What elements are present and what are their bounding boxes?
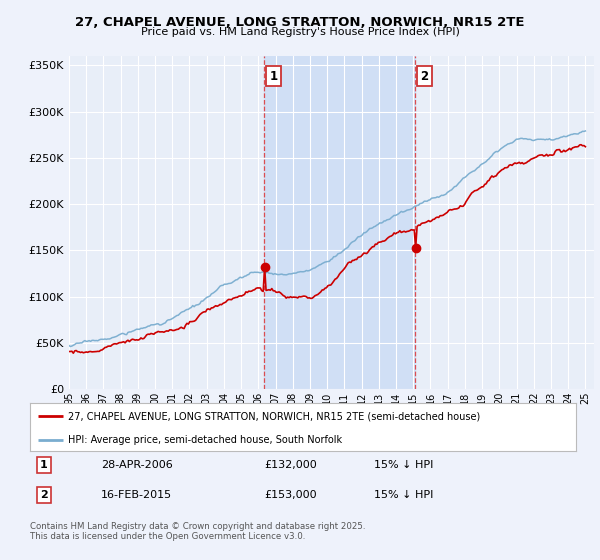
Text: 15% ↓ HPI: 15% ↓ HPI xyxy=(374,490,433,500)
Text: £132,000: £132,000 xyxy=(265,460,317,470)
Text: 2: 2 xyxy=(421,70,428,83)
Text: 27, CHAPEL AVENUE, LONG STRATTON, NORWICH, NR15 2TE (semi-detached house): 27, CHAPEL AVENUE, LONG STRATTON, NORWIC… xyxy=(68,411,481,421)
Text: 1: 1 xyxy=(269,70,277,83)
Text: £153,000: £153,000 xyxy=(265,490,317,500)
Bar xyxy=(264,56,415,389)
Text: 15% ↓ HPI: 15% ↓ HPI xyxy=(374,460,433,470)
Text: Price paid vs. HM Land Registry's House Price Index (HPI): Price paid vs. HM Land Registry's House … xyxy=(140,27,460,37)
Text: 1: 1 xyxy=(40,460,47,470)
Text: HPI: Average price, semi-detached house, South Norfolk: HPI: Average price, semi-detached house,… xyxy=(68,435,343,445)
Text: Contains HM Land Registry data © Crown copyright and database right 2025.
This d: Contains HM Land Registry data © Crown c… xyxy=(30,522,365,542)
Text: 16-FEB-2015: 16-FEB-2015 xyxy=(101,490,172,500)
Text: 2: 2 xyxy=(40,490,47,500)
Text: 27, CHAPEL AVENUE, LONG STRATTON, NORWICH, NR15 2TE: 27, CHAPEL AVENUE, LONG STRATTON, NORWIC… xyxy=(75,16,525,29)
Text: 28-APR-2006: 28-APR-2006 xyxy=(101,460,173,470)
